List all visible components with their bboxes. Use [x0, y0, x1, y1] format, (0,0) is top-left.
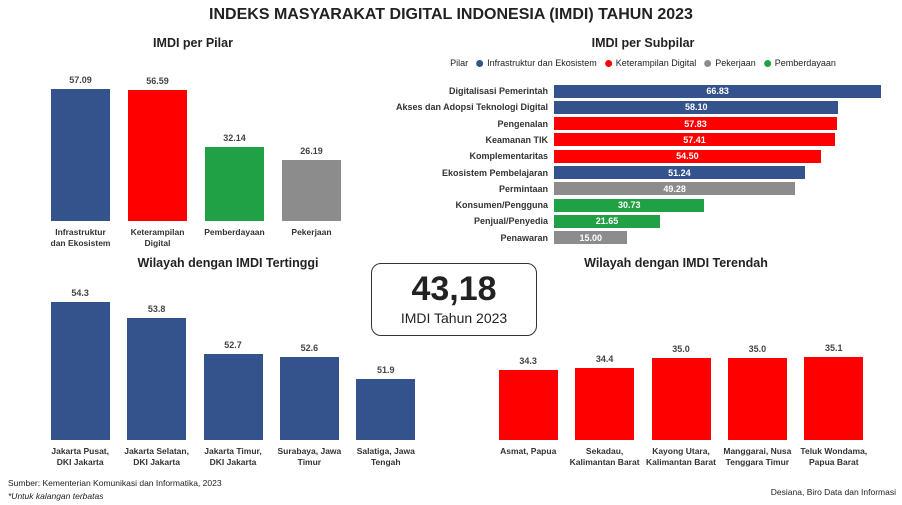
category-label: Jakarta Timur, DKI Jakarta — [204, 446, 262, 467]
category-label: Penawaran — [500, 232, 548, 243]
value-label: 57.41 — [683, 134, 706, 145]
category-label: Sekadau, Kalimantan Barat — [569, 446, 640, 467]
category-label: Ekosistem Pembelajaran — [441, 167, 548, 178]
legend-label: Pemberdayaan — [774, 58, 836, 68]
category-label: Akses dan Adopsi Teknologi Digital — [395, 102, 548, 113]
bar — [203, 353, 263, 440]
legend-swatch — [476, 59, 484, 67]
bar — [804, 356, 864, 440]
category-label: Jakarta Pusat, DKI Jakarta — [51, 446, 110, 467]
category-label: Teluk Wondama, Papua Barat — [800, 446, 868, 467]
bar — [279, 356, 339, 440]
legend-swatch — [763, 59, 771, 67]
value-label: 30.73 — [617, 200, 641, 211]
chart-title: IMDI per Subpilar — [591, 36, 695, 50]
bar — [554, 231, 628, 245]
value-label: 21.65 — [595, 216, 619, 227]
value-label: 53.8 — [147, 304, 166, 315]
category-label: Asmat, Papua — [500, 446, 557, 456]
category-label: Pemberdayaan — [204, 227, 265, 237]
kpi-value: 43,18 — [411, 270, 497, 308]
value-label: 32.14 — [223, 132, 246, 143]
bar — [50, 302, 110, 440]
value-label: 51.24 — [668, 167, 691, 178]
page-title: INDEKS MASYARAKAT DIGITAL INDONESIA (IMD… — [209, 6, 693, 23]
bar — [554, 117, 838, 131]
bar — [127, 318, 187, 440]
category-label: Pengenalan — [497, 118, 548, 129]
value-label: 34.4 — [595, 354, 614, 365]
bar — [554, 149, 821, 163]
category-label: Surabaya, Jawa Timur — [277, 446, 342, 467]
value-label: 57.83 — [684, 118, 707, 129]
chart-title: Wilayah dengan IMDI Tertinggi — [137, 256, 319, 270]
bar — [554, 198, 705, 212]
category-label: Pekerjaan — [291, 227, 332, 237]
legend-swatch — [604, 59, 612, 67]
bar — [356, 379, 416, 440]
bar — [727, 358, 787, 440]
bar — [554, 84, 882, 98]
category-label: Keamanan TIK — [485, 134, 548, 145]
source: Sumber: Kementerian Komunikasi dan Infor… — [8, 478, 222, 488]
value-label: 34.3 — [519, 355, 537, 366]
value-label: 26.19 — [300, 146, 323, 157]
bar — [51, 88, 110, 221]
bar — [205, 146, 264, 221]
value-label: 35.1 — [825, 342, 843, 353]
category-label: Jakarta Selatan, DKI Jakarta — [124, 446, 189, 467]
value-label: 52.7 — [224, 339, 242, 350]
kpi-box: 43,18 IMDI Tahun 2023 — [371, 263, 537, 336]
value-label: 49.28 — [663, 183, 686, 194]
value-label: 35.0 — [748, 344, 767, 355]
category-label: Infrastruktur dan Ekosistem — [50, 227, 111, 248]
value-label: 35.0 — [672, 344, 690, 355]
value-label: 15.00 — [579, 232, 602, 243]
bar — [554, 133, 836, 147]
category-label: Salatiga, Jawa Tengah — [356, 446, 415, 467]
category-label: Konsumen/Pengguna — [455, 200, 548, 211]
kpi-label: IMDI Tahun 2023 — [400, 310, 508, 326]
bar — [554, 166, 805, 179]
legend: Pilar Infrastruktur dan Ekosistem Keteramp… — [450, 58, 836, 68]
value-label: 51.9 — [377, 365, 395, 376]
bar — [554, 182, 796, 196]
value-label: 58.10 — [684, 102, 708, 113]
legend-label: Infrastruktur dan Ekosistem — [487, 58, 597, 68]
bar — [554, 214, 660, 228]
chart-title: IMDI per Pilar — [153, 36, 233, 50]
value-label: 56.59 — [146, 75, 169, 86]
bar — [282, 160, 341, 221]
bar — [128, 89, 187, 221]
value-label: 52.6 — [300, 342, 319, 353]
bar — [651, 358, 711, 440]
category-label: Keterampilan Digital — [130, 227, 185, 248]
bar — [575, 368, 635, 440]
category-label: Penjual/Penyedia — [473, 216, 548, 227]
category-label: Komplementaritas — [469, 151, 548, 162]
category-label: Digitalisasi Pemerintah — [448, 86, 548, 96]
legend-swatch — [704, 59, 712, 67]
value-label: 66.83 — [706, 86, 729, 96]
category-label: Kayong Utara, Kalimantan Barat — [646, 446, 716, 467]
value-label: 57.09 — [69, 74, 92, 85]
legend-label: Keterampilan Digital — [615, 58, 697, 68]
category-label: Manggarai, Nusa Tenggara Timur — [723, 446, 792, 467]
credit: Desiana, Biro Data dan Informasi — [770, 487, 896, 497]
note: *Untuk kalangan terbatas — [8, 491, 104, 501]
legend-title: Pilar — [450, 58, 469, 68]
bar — [554, 100, 839, 114]
legend-label: Pekerjaan — [715, 58, 756, 68]
value-label: 54.50 — [676, 151, 699, 162]
category-label: Permintaan — [498, 183, 548, 194]
chart-title: Wilayah dengan IMDI Terendah — [584, 256, 768, 270]
value-label: 54.3 — [71, 288, 89, 299]
bar — [498, 369, 558, 440]
